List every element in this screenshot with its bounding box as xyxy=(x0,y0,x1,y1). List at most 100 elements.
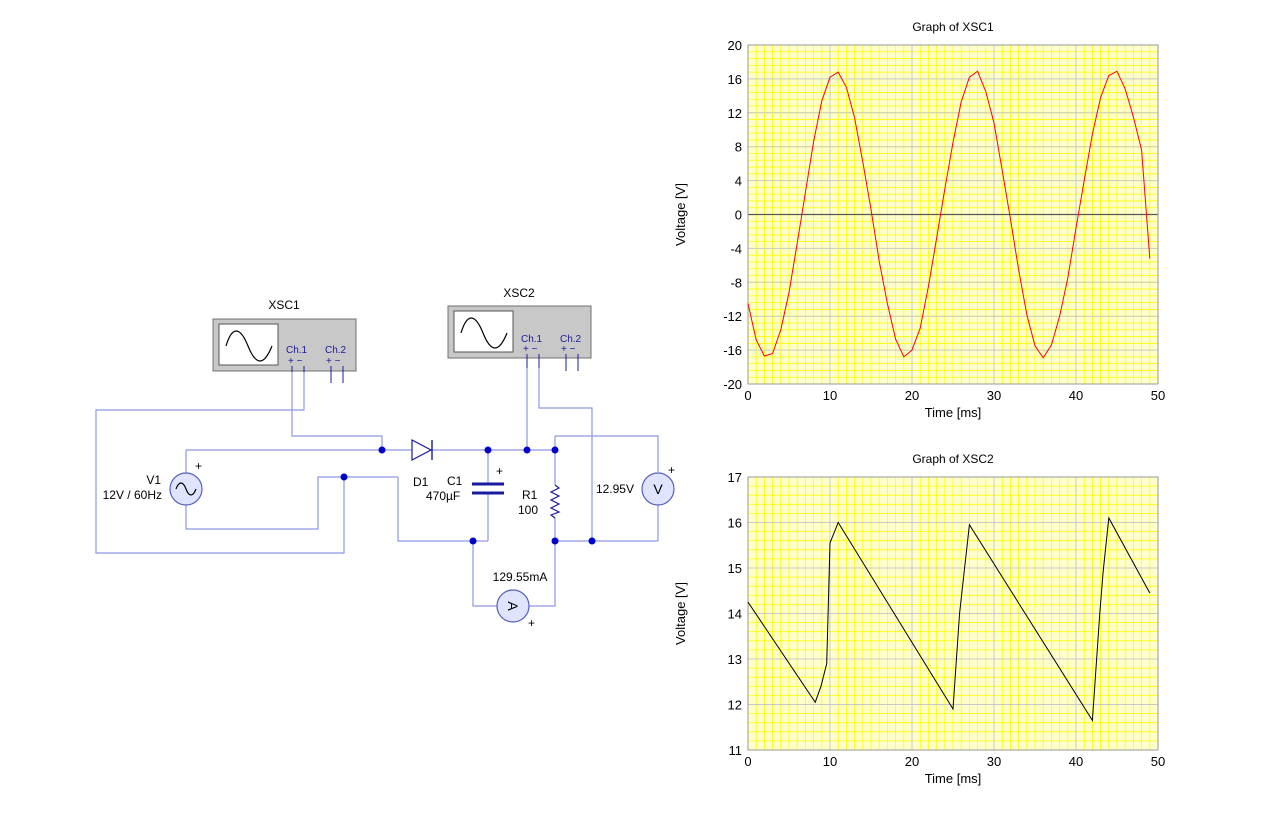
xsc1-screen xyxy=(218,323,279,366)
x-tick-label: 0 xyxy=(744,388,751,403)
chart-1: 0 10 20 30 40 50 17 16 15 14 13 12 11 Graph of XSC2 Ti… xyxy=(673,452,1165,786)
voltmeter[interactable]: V + 12.95V xyxy=(596,463,675,506)
y-tick-label: 12 xyxy=(728,106,742,121)
plot-frame xyxy=(747,476,1159,751)
y-tick-label: 16 xyxy=(728,72,742,87)
wires xyxy=(95,368,659,607)
ammeter-circle xyxy=(496,589,530,623)
node xyxy=(378,446,386,454)
node xyxy=(469,537,477,545)
xsc2-ch2: Ch.2 xyxy=(560,334,582,345)
node xyxy=(551,446,559,454)
y-tick-label: -16 xyxy=(723,343,742,358)
resistor-r1[interactable]: R1 100 xyxy=(518,484,561,519)
xsc1-ch1-pm: + − xyxy=(288,356,303,367)
node xyxy=(588,537,596,545)
voltmeter-plus: + xyxy=(668,463,675,477)
y-axis-label: Voltage [V] xyxy=(673,582,688,645)
x-tick-label: 0 xyxy=(744,754,751,769)
y-tick-label: 8 xyxy=(735,140,742,155)
c1-plus: + xyxy=(496,464,503,478)
c1-value: 470µF xyxy=(426,489,460,503)
x-tick-label: 40 xyxy=(1069,754,1083,769)
y-tick-label: 14 xyxy=(728,607,742,622)
wire-xsc1-probe-minus xyxy=(95,372,345,554)
y-tick-label: 16 xyxy=(728,516,742,531)
y-tick-label: 11 xyxy=(729,743,743,758)
diode-d1[interactable]: D1 xyxy=(411,439,433,489)
y-tick-label: 13 xyxy=(728,652,742,667)
x-axis-label: Time [ms] xyxy=(925,405,982,420)
c1-name: C1 xyxy=(447,474,463,488)
junction-nodes xyxy=(340,446,596,545)
y-tick-label: 15 xyxy=(728,561,742,576)
xsc2-sine-icon xyxy=(460,317,508,349)
r1-name: R1 xyxy=(522,488,538,502)
y-tick-label: 20 xyxy=(728,38,742,53)
d1-name: D1 xyxy=(413,475,429,489)
xsc1-ch2-pm: + − xyxy=(326,356,341,367)
y-tick-label: 17 xyxy=(728,470,742,485)
wire-voltmeter-top xyxy=(555,435,659,472)
xsc2-ch1: Ch.1 xyxy=(521,334,543,345)
ammeter-reading: 129.55mA xyxy=(493,570,548,584)
y-tick-label: 4 xyxy=(735,174,742,189)
y-tick-label: 12 xyxy=(728,698,742,713)
diode-icon xyxy=(411,439,433,461)
xsc1-title: XSC1 xyxy=(268,298,300,312)
y-tick-label: -8 xyxy=(730,275,742,290)
voltmeter-symbol: V xyxy=(653,481,663,497)
series-line-0 xyxy=(747,516,1151,722)
node xyxy=(484,446,492,454)
y-tick-label: 0 xyxy=(735,208,742,223)
oscilloscope-xsc1[interactable]: XSC1 Ch.1 Ch.2 + − + − xyxy=(212,298,357,383)
x-tick-label: 30 xyxy=(987,754,1001,769)
v1-value: 12V / 60Hz xyxy=(103,488,162,502)
xsc1-ch1: Ch.1 xyxy=(286,345,308,356)
ac-wave-icon xyxy=(175,482,197,496)
x-axis-label: Time [ms] xyxy=(925,771,982,786)
r1-value: 100 xyxy=(518,503,538,517)
x-tick-label: 50 xyxy=(1151,388,1165,403)
capacitor-c1[interactable]: + C1 470µF xyxy=(426,464,504,503)
xsc1-sine-icon xyxy=(225,330,273,362)
x-tick-label: 50 xyxy=(1151,754,1165,769)
chart-title: Graph of XSC2 xyxy=(912,452,994,466)
ammeter-symbol: A xyxy=(505,601,521,611)
x-tick-label: 40 xyxy=(1069,388,1083,403)
circuit-schematic: XSC1 Ch.1 Ch.2 + − + − XSC2 Ch.1 Ch.2 + … xyxy=(95,286,675,630)
wire-ground-return xyxy=(397,477,473,542)
node xyxy=(551,537,559,545)
xsc2-ch2-pm: + − xyxy=(561,344,576,355)
ammeter-plus: + xyxy=(528,616,535,630)
x-tick-label: 20 xyxy=(905,754,919,769)
series-line-0 xyxy=(747,70,1151,359)
wire-ammeter-left xyxy=(472,541,497,607)
y-axis-label: Voltage [V] xyxy=(673,183,688,246)
chart-title: Graph of XSC1 xyxy=(912,20,994,34)
wire-xsc2-probe-minus xyxy=(538,368,593,541)
ac-source-v1[interactable]: + V1 12V / 60Hz xyxy=(103,459,203,506)
resistor-icon xyxy=(549,484,561,519)
node xyxy=(340,473,348,481)
x-tick-label: 10 xyxy=(823,388,837,403)
y-tick-label: -20 xyxy=(723,377,742,392)
v1-plus: + xyxy=(195,459,202,473)
xsc1-ch2: Ch.2 xyxy=(325,345,347,356)
voltmeter-reading: 12.95V xyxy=(596,482,634,496)
x-tick-label: 20 xyxy=(905,388,919,403)
x-tick-label: 10 xyxy=(823,754,837,769)
ammeter[interactable]: A + 129.55mA xyxy=(493,570,548,630)
voltmeter-circle xyxy=(641,472,675,506)
x-tick-label: 30 xyxy=(987,388,1001,403)
y-tick-label: -4 xyxy=(730,241,742,256)
y-tick-label: -12 xyxy=(723,309,742,324)
xsc2-screen xyxy=(453,310,514,353)
xsc2-ch1-pm: + − xyxy=(523,344,538,355)
plot-frame xyxy=(747,44,1159,385)
wire-xsc1-probe-plus xyxy=(291,372,383,450)
oscilloscope-xsc2[interactable]: XSC2 Ch.1 Ch.2 + − + − xyxy=(447,286,592,371)
